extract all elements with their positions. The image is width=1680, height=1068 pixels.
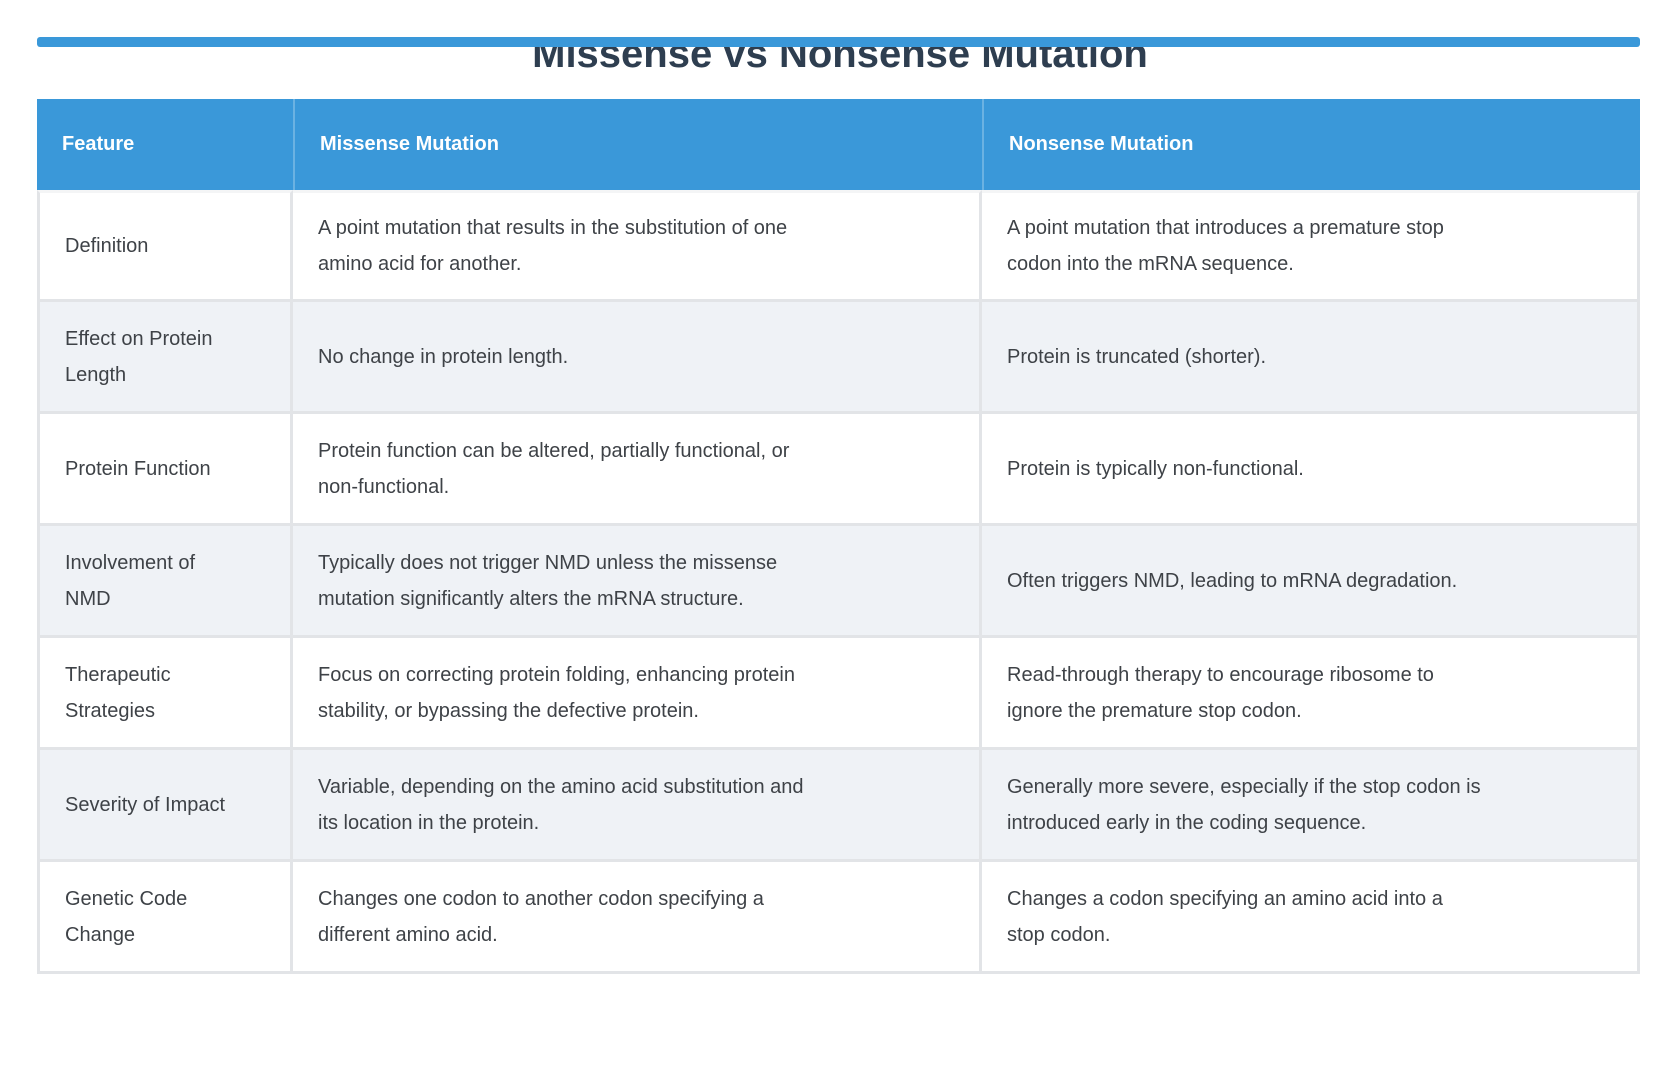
table-body: Definition A point mutation that results…: [37, 190, 1640, 974]
missense-cell: Protein function can be altered, partial…: [293, 414, 982, 526]
nonsense-cell: Often triggers NMD, leading to mRNA degr…: [982, 526, 1640, 638]
feature-cell: Severity of Impact: [37, 750, 293, 862]
nonsense-cell: Read-through therapy to encourage riboso…: [982, 638, 1640, 750]
top-accent-bar: [37, 37, 1640, 47]
missense-cell: A point mutation that results in the sub…: [293, 190, 982, 302]
nonsense-cell: Changes a codon specifying an amino acid…: [982, 862, 1640, 974]
column-header-nonsense: Nonsense Mutation: [982, 99, 1640, 190]
missense-cell: Focus on correcting protein folding, enh…: [293, 638, 982, 750]
nonsense-cell: A point mutation that introduces a prema…: [982, 190, 1640, 302]
feature-cell: Effect on Protein Length: [37, 302, 293, 414]
table-row: Severity of Impact Variable, depending o…: [37, 750, 1640, 862]
table-row: Genetic Code Change Changes one codon to…: [37, 862, 1640, 974]
table-row: Involvement of NMD Typically does not tr…: [37, 526, 1640, 638]
table-row: Effect on Protein Length No change in pr…: [37, 302, 1640, 414]
table-row: Therapeutic Strategies Focus on correcti…: [37, 638, 1640, 750]
feature-cell: Protein Function: [37, 414, 293, 526]
column-header-feature: Feature: [37, 99, 293, 190]
missense-cell: Changes one codon to another codon speci…: [293, 862, 982, 974]
feature-cell: Therapeutic Strategies: [37, 638, 293, 750]
nonsense-cell: Generally more severe, especially if the…: [982, 750, 1640, 862]
table-row: Definition A point mutation that results…: [37, 190, 1640, 302]
feature-cell: Definition: [37, 190, 293, 302]
feature-cell: Genetic Code Change: [37, 862, 293, 974]
nonsense-cell: Protein is truncated (shorter).: [982, 302, 1640, 414]
feature-cell: Involvement of NMD: [37, 526, 293, 638]
column-header-missense: Missense Mutation: [293, 99, 982, 190]
table-row: Protein Function Protein function can be…: [37, 414, 1640, 526]
missense-cell: Variable, depending on the amino acid su…: [293, 750, 982, 862]
nonsense-cell: Protein is typically non-functional.: [982, 414, 1640, 526]
missense-cell: Typically does not trigger NMD unless th…: [293, 526, 982, 638]
header-row: Feature Missense Mutation Nonsense Mutat…: [37, 99, 1640, 190]
comparison-table: Feature Missense Mutation Nonsense Mutat…: [37, 99, 1640, 974]
missense-cell: No change in protein length.: [293, 302, 982, 414]
